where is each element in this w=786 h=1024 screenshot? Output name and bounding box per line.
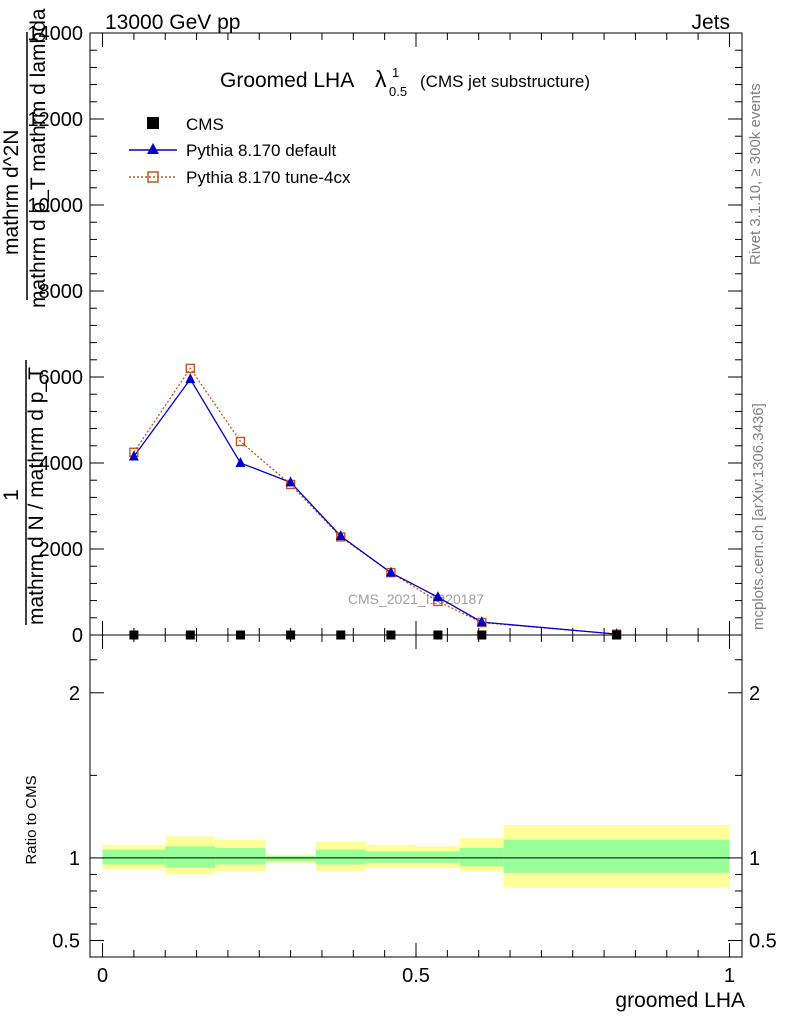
title-main: Groomed LHA <box>220 69 354 92</box>
title-suffix: (CMS jet substructure) <box>420 72 590 91</box>
ratio-y-tick-label-right: 1 <box>749 848 760 870</box>
ratio-band-inner <box>265 856 316 862</box>
point-cms <box>477 630 487 640</box>
rivet-label: Rivet 3.1.10, ≥ 300k events <box>747 83 764 265</box>
point-tune <box>235 436 246 447</box>
legend-marker-cms <box>147 117 159 129</box>
point-cms <box>286 630 296 640</box>
ratio-band-inner <box>315 849 366 865</box>
ratio-band-inner <box>165 846 216 868</box>
y-label-frac-den: mathrm d p_T mathrm d lambda <box>27 8 50 308</box>
point-default <box>385 566 396 577</box>
point-default <box>432 591 443 602</box>
ratio-band-inner <box>459 848 504 867</box>
main-y-tick-labels: 0 2000 4000 6000 8000 10000 12000 14000 <box>27 23 83 647</box>
ratio-y-tick-label-right: 0.5 <box>749 930 777 952</box>
point-tune <box>185 363 196 374</box>
plot-title: Groomed LHA λ 1 0.5 (CMS jet substructur… <box>220 65 590 99</box>
y-axis-label-ratio: Ratio to CMS <box>23 775 40 864</box>
point-cms <box>336 630 346 640</box>
legend-label-tune: Pythia 8.170 tune-4cx <box>186 168 351 187</box>
main-y-tick-label: 6000 <box>39 367 84 389</box>
title-lambda: λ <box>375 66 387 92</box>
point-cms <box>386 630 396 640</box>
point-cms <box>433 630 443 640</box>
ratio-bands <box>102 824 730 888</box>
ratio-band-inner <box>503 839 730 873</box>
main-y-tick-label: 4000 <box>39 453 84 475</box>
header-right: Jets <box>691 11 730 34</box>
legend-marker-tune <box>147 171 159 183</box>
main-y-tick-label: 12000 <box>27 109 83 131</box>
ratio-axis-ticks <box>90 635 742 957</box>
point-default <box>285 476 296 487</box>
ratio-x-tick-label: 0.5 <box>402 965 430 987</box>
ratio-x-tick-label: 0 <box>97 965 108 987</box>
title-superscript: 1 <box>392 65 399 80</box>
point-default <box>335 530 346 541</box>
y-label-frac-num: mathrm d^2N <box>0 130 23 255</box>
y-label-den: mathrm d N / mathrm d p_T <box>25 367 48 625</box>
main-y-tick-label: 8000 <box>39 281 84 303</box>
point-cms <box>129 630 139 640</box>
x-axis-label: groomed LHA <box>615 989 745 1012</box>
ratio-band-inner <box>365 851 416 863</box>
legend-label-default: Pythia 8.170 default <box>186 141 337 160</box>
ratio-y-tick-label-right: 2 <box>749 683 760 705</box>
ratio-y-tick-label-left: 2 <box>69 683 80 705</box>
legend: CMS Pythia 8.170 default Pythia 8.170 tu… <box>129 115 351 187</box>
legend-marker-default <box>147 143 159 154</box>
main-y-tick-label: 10000 <box>27 195 83 217</box>
series-layer <box>128 363 622 640</box>
legend-label-cms: CMS <box>186 115 224 134</box>
point-cms <box>235 630 245 640</box>
ratio-band-inner <box>215 848 266 865</box>
header-left: 13000 GeV pp <box>105 11 240 34</box>
ratio-band-inner <box>102 849 166 865</box>
main-y-tick-label: 2000 <box>39 539 84 561</box>
point-cms <box>612 630 622 640</box>
point-cms <box>185 630 195 640</box>
point-default <box>476 616 487 627</box>
y-axis-label-main: 1 mathrm d N / mathrm d p_T mathrm d^2N … <box>0 8 50 625</box>
mcplots-label: mcplots.cern.ch [arXiv:1306.3436] <box>750 403 767 630</box>
title-subscript: 0.5 <box>389 84 407 99</box>
analysis-watermark: CMS_2021_I1920187 <box>348 591 484 607</box>
ratio-band-inner <box>416 851 460 863</box>
ratio-y-tick-label-left: 1 <box>69 848 80 870</box>
ratio-tick-labels: 0 0.5 1 0.5 0.5 1 1 2 2 <box>52 683 777 987</box>
main-y-tick-label: 0 <box>72 625 83 647</box>
point-default <box>128 450 139 461</box>
y-label-one: 1 <box>0 489 23 501</box>
ratio-panel-frame <box>89 634 743 958</box>
point-default <box>185 373 196 384</box>
ratio-y-tick-label-left: 0.5 <box>52 930 80 952</box>
point-default <box>235 457 246 467</box>
main-y-tick-label: 14000 <box>27 23 83 45</box>
ratio-x-tick-label: 1 <box>724 965 735 987</box>
